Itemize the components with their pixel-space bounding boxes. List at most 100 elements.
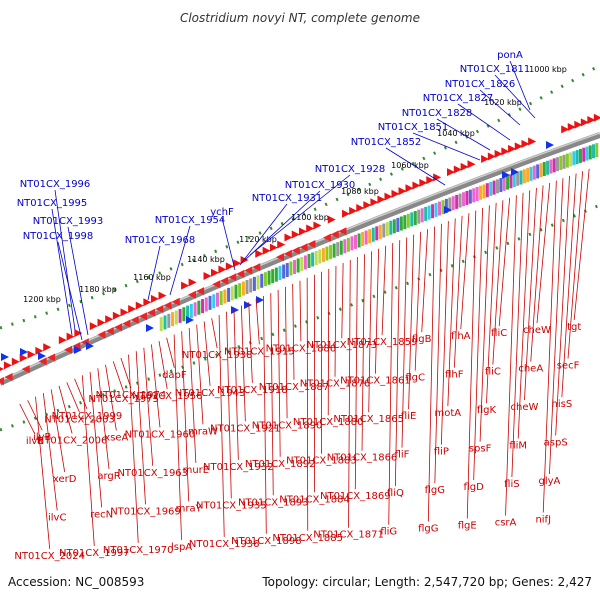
gene-label[interactable]: fliS	[504, 479, 519, 490]
gene-label[interactable]: NT01CX_1974	[96, 390, 167, 401]
gene-label[interactable]: NT01CX_1996	[20, 179, 91, 190]
gene-label[interactable]: NT01CX_1873	[306, 340, 377, 351]
gene-label[interactable]: NT01CX_1871	[313, 530, 384, 541]
gene-label[interactable]: aspS	[544, 438, 568, 449]
gene-label[interactable]: mraW	[188, 426, 218, 437]
gene-label[interactable]: NT01CX_1876	[300, 379, 371, 390]
gene-label[interactable]: ilvB	[33, 432, 51, 443]
gene-label[interactable]: NT01CX_1936	[189, 539, 260, 550]
gene-label[interactable]: NT01CX_1960	[125, 429, 196, 440]
gene-label[interactable]: NT01CX_1890	[252, 420, 323, 431]
gene-label[interactable]: NT01CX_1893	[238, 497, 309, 508]
gene-label[interactable]: glyA	[539, 476, 561, 487]
gene-label[interactable]: NT01CX_1884	[279, 494, 350, 505]
gene-label[interactable]: ponA	[497, 50, 523, 61]
gene-label[interactable]: NT01CX_1970	[103, 545, 174, 556]
gene-label[interactable]: fliE	[401, 411, 416, 422]
gene-label[interactable]: NT01CX_1931	[252, 193, 323, 204]
gene-label[interactable]: NT01CX_1885	[272, 533, 343, 544]
gene-label[interactable]: NT01CX_1928	[315, 164, 386, 175]
gene-label[interactable]: NT01CX_2006	[37, 435, 108, 446]
gene-label[interactable]: NT01CX_2003	[44, 414, 115, 425]
gene-label[interactable]: NT01CX_1892	[245, 459, 316, 470]
gene-label[interactable]: NT01CX_1880	[293, 417, 364, 428]
gene-label[interactable]: NT01CX_1887	[259, 382, 330, 393]
gene-label[interactable]: NT01CX_1998	[23, 231, 94, 242]
gene-label[interactable]: NT01CX_1869	[320, 491, 391, 502]
gc-segment	[227, 287, 231, 302]
gene-label[interactable]: NT01CX_1883	[286, 456, 357, 467]
gene-label[interactable]: recN	[90, 509, 113, 520]
gene-label[interactable]: flhF	[445, 370, 464, 381]
gene-label[interactable]: NT01CX_1935	[196, 500, 267, 511]
gene-label[interactable]: fliC	[491, 328, 507, 339]
gene-label[interactable]: murE	[183, 465, 210, 476]
gene-label[interactable]: flgC	[405, 373, 425, 384]
gene-leader-line	[453, 215, 463, 368]
gene-label[interactable]: NT01CX_1938	[182, 350, 253, 361]
gene-label[interactable]: flgD	[463, 482, 484, 493]
gene-label[interactable]: NT01CX_1827	[423, 93, 494, 104]
gene-label[interactable]: flgK	[477, 405, 497, 416]
gene-label[interactable]: tgt	[567, 322, 581, 333]
gene-label[interactable]: dapF	[162, 370, 187, 381]
gene-label[interactable]: fliF	[395, 450, 410, 461]
gene-label[interactable]: NT01CX_1861	[340, 376, 411, 387]
gene-label[interactable]: lspA	[171, 542, 192, 553]
gene-label[interactable]: cheA	[518, 364, 543, 375]
gene-label[interactable]: csrA	[495, 518, 517, 529]
gene-label[interactable]: NT01CX_1993	[33, 216, 104, 227]
gene-label[interactable]: mraY	[176, 503, 203, 514]
gene-label[interactable]: xseA	[104, 432, 128, 443]
gene-label[interactable]: argR	[97, 471, 120, 482]
gene-label[interactable]: NT01CX_1918	[217, 385, 288, 396]
gene-label[interactable]: NT01CX_1930	[285, 180, 356, 191]
gene-label[interactable]: fliM	[509, 441, 527, 452]
gene-label[interactable]: cheW	[511, 402, 539, 413]
gene-label[interactable]: NT01CX_1826	[445, 79, 516, 90]
gene-label[interactable]: flgG	[418, 524, 438, 535]
gene-label[interactable]: NT01CX_1943	[175, 388, 246, 399]
gene-label[interactable]: flgG	[425, 485, 445, 496]
gene-label[interactable]: spsF	[469, 444, 492, 455]
gene-label[interactable]: NT01CX_1859	[347, 337, 418, 348]
gene-label[interactable]: hisS	[552, 399, 573, 410]
gene-label[interactable]: NT01CX_1866	[327, 453, 398, 464]
gene-label[interactable]: ilvE	[26, 436, 44, 447]
gene-label[interactable]: NT01CX_1921	[210, 423, 281, 434]
gene-label[interactable]: NT01CX_1997	[59, 548, 130, 559]
gene-label[interactable]: NT01CX_1995	[17, 198, 88, 209]
reverse-gene-arrow	[220, 276, 229, 285]
gene-label[interactable]: NT01CX_1954	[155, 215, 226, 226]
gene-label[interactable]: NT01CX_1999	[52, 411, 123, 422]
gene-label[interactable]: fliP	[434, 447, 449, 458]
gene-label[interactable]: flgE	[458, 521, 477, 532]
gene-label[interactable]: fliQ	[387, 488, 404, 499]
gene-label[interactable]: flgB	[412, 334, 432, 345]
gene-label[interactable]: NT01CX_1828	[402, 108, 473, 119]
gene-label[interactable]: NT01CX_1865	[333, 414, 404, 425]
gene-label[interactable]: NT01CX_1886	[266, 343, 337, 354]
gene-label[interactable]: ychF	[210, 207, 234, 218]
gene-label[interactable]: NT01CX_2024	[14, 551, 85, 562]
gene-label[interactable]: fliC	[485, 367, 501, 378]
gene-label[interactable]: ilvC	[48, 512, 66, 523]
gene-label[interactable]: NT01CX_1898	[231, 536, 302, 547]
gene-label[interactable]: NT01CX_1969	[110, 506, 181, 517]
gene-label[interactable]: NT01CX_1851	[378, 122, 449, 133]
gene-label[interactable]: NT01CX_1956	[132, 391, 203, 402]
gene-label[interactable]: NT01CX_1963	[117, 468, 188, 479]
gene-label[interactable]: NT01CX_1915	[224, 346, 295, 357]
gene-label[interactable]: flhA	[451, 331, 471, 342]
gene-label[interactable]: motA	[435, 408, 462, 419]
gene-label[interactable]: fliG	[380, 527, 397, 538]
gene-label[interactable]: NT01CX_1811	[460, 64, 531, 75]
gene-label[interactable]: NT01CX_1852	[351, 137, 422, 148]
gene-label[interactable]: NT01CX_1968	[125, 235, 196, 246]
gene-label[interactable]: nifJ	[535, 515, 551, 526]
gene-label[interactable]: NT01CX_1932	[203, 462, 274, 473]
gene-label[interactable]: NT01CX_1975	[88, 394, 159, 405]
gene-label[interactable]: secF	[557, 361, 580, 372]
gene-label[interactable]: cheW	[523, 325, 551, 336]
gene-label[interactable]: xerD	[53, 474, 77, 485]
